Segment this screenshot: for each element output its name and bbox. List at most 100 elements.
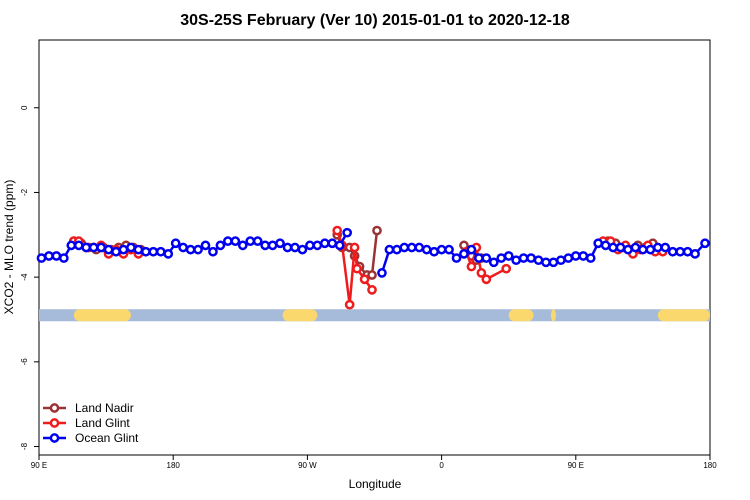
- data-point: [208, 246, 218, 257]
- data-point: [275, 238, 285, 249]
- data-point: [96, 242, 106, 253]
- plot-frame: [38, 39, 711, 456]
- data-point: [690, 249, 700, 259]
- data-point: [667, 246, 678, 257]
- data-point: [260, 240, 271, 251]
- data-point: [223, 236, 233, 246]
- legend-label: Land Glint: [75, 416, 130, 430]
- data-point: [675, 246, 686, 257]
- land-band: [73, 309, 131, 322]
- data-point: [585, 253, 596, 263]
- data-point: [518, 253, 529, 263]
- x-tick-label: 0: [439, 461, 444, 470]
- data-point: [133, 244, 144, 255]
- data-point: [615, 242, 626, 253]
- legend-item: Land Glint: [43, 416, 130, 430]
- data-point: [384, 244, 395, 255]
- data-point: [141, 246, 151, 257]
- data-point: [600, 240, 611, 251]
- data-point: [88, 242, 99, 253]
- y-tick-label: -6: [20, 358, 29, 366]
- data-point: [474, 253, 484, 263]
- data-point: [59, 253, 69, 263]
- legend-label: Ocean Glint: [75, 431, 139, 445]
- x-tick-label: 90 E: [31, 461, 47, 470]
- data-point: [392, 244, 402, 255]
- data-point: [252, 236, 263, 246]
- x-tick-label: 180: [167, 461, 181, 470]
- data-point: [297, 244, 308, 255]
- data-point: [488, 257, 499, 268]
- data-point: [593, 238, 604, 249]
- legend-swatch-marker: [49, 433, 60, 443]
- x-tick-label: 180: [703, 461, 717, 470]
- data-point: [503, 251, 514, 261]
- y-tick-label: -2: [20, 188, 29, 196]
- land-band: [657, 309, 710, 322]
- data-point: [399, 242, 410, 253]
- data-point: [548, 257, 559, 268]
- land-band: [508, 309, 534, 322]
- data-point: [414, 242, 425, 253]
- data-point: [215, 240, 226, 251]
- data-point: [73, 240, 84, 251]
- ocean-band: [39, 309, 710, 322]
- chart-title: 30S-25S February (Ver 10) 2015-01-01 to …: [180, 12, 570, 29]
- data-point: [155, 246, 166, 257]
- series-ocean-glint: [36, 227, 710, 278]
- data-point: [652, 242, 663, 253]
- data-point: [511, 255, 522, 266]
- data-point: [466, 261, 477, 272]
- data-point: [44, 251, 54, 261]
- data-point: [178, 242, 188, 253]
- data-point: [200, 240, 211, 251]
- data-point: [638, 244, 648, 255]
- data-point: [230, 236, 241, 246]
- data-point: [319, 238, 330, 249]
- data-point: [526, 253, 536, 263]
- data-series: [36, 225, 710, 310]
- data-point: [126, 242, 136, 253]
- data-point: [429, 246, 439, 257]
- data-point: [367, 270, 377, 280]
- land-band: [550, 309, 556, 322]
- data-point: [193, 244, 203, 255]
- data-point: [267, 240, 278, 251]
- data-point: [282, 242, 293, 253]
- data-point: [421, 244, 432, 255]
- data-point: [406, 242, 417, 253]
- data-point: [367, 284, 377, 295]
- data-point: [290, 242, 300, 253]
- data-point: [623, 244, 633, 255]
- legend-item: Ocean Glint: [43, 431, 139, 445]
- data-point: [682, 246, 693, 257]
- data-point: [349, 242, 360, 253]
- data-point: [305, 240, 315, 251]
- legend-label: Land Nadir: [75, 401, 134, 415]
- data-point: [148, 246, 159, 257]
- data-point: [444, 244, 454, 255]
- data-point: [570, 251, 581, 261]
- series-land-glint: [68, 225, 668, 310]
- data-point: [451, 253, 462, 263]
- x-axis-label: Longitude: [349, 477, 402, 491]
- data-point: [630, 242, 641, 253]
- data-point: [660, 242, 671, 253]
- data-point: [541, 257, 551, 268]
- y-tick-label: -8: [20, 442, 29, 450]
- data-point: [51, 251, 62, 261]
- data-point: [312, 240, 323, 251]
- data-point: [103, 244, 114, 255]
- y-axis-label: XCO2 - MLO trend (ppm): [2, 180, 16, 315]
- data-point: [608, 242, 618, 253]
- x-tick-label: 90 E: [568, 461, 584, 470]
- data-point: [342, 227, 353, 238]
- data-point: [359, 274, 370, 285]
- land-band: [282, 309, 318, 322]
- data-point: [327, 238, 338, 249]
- data-point: [700, 238, 710, 249]
- data-point: [476, 268, 487, 278]
- data-point: [118, 244, 129, 255]
